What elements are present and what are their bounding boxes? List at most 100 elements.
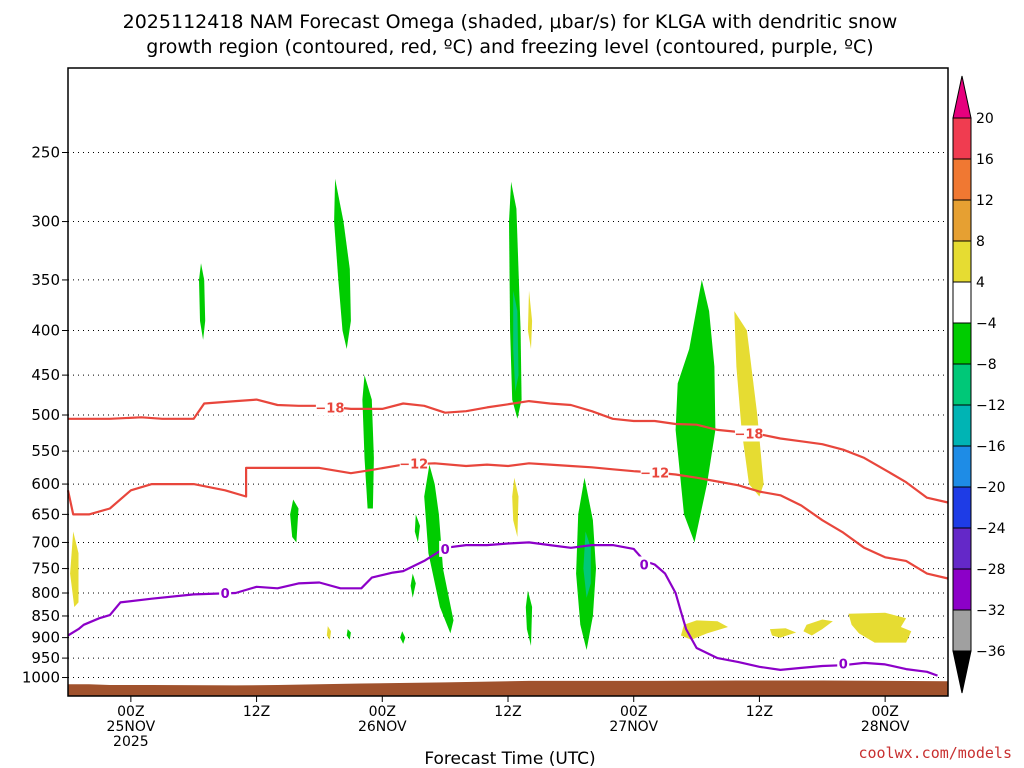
colorbar-segment-10 xyxy=(952,527,972,570)
omega-region-7 xyxy=(290,499,299,543)
colorbar-top-arrow xyxy=(952,75,972,119)
contour-label-bg-5 xyxy=(439,540,452,557)
omega-region-11 xyxy=(346,629,351,640)
x-tick-label-2-1: 26NOV xyxy=(358,719,407,735)
chart-title-line2: growth region (contoured, red, ºC) and f… xyxy=(146,36,873,58)
contour-line-0 xyxy=(68,398,949,504)
y-tick-label-550: 550 xyxy=(31,442,60,460)
contour-label-bg-2 xyxy=(640,464,669,481)
colorbar-label-8: −16 xyxy=(976,439,1006,455)
colorbar-segment-0 xyxy=(952,117,972,160)
omega-region-13 xyxy=(513,290,519,392)
omega-region-12 xyxy=(400,631,406,644)
colorbar-segment-8 xyxy=(952,445,972,488)
y-tick-label-850: 850 xyxy=(31,607,60,625)
y-tick-label-500: 500 xyxy=(31,406,60,424)
colorbar-segment-9 xyxy=(952,486,972,529)
chart-title-line1: 2025112418 NAM Forecast Omega (shaded, μ… xyxy=(123,11,898,33)
y-tick-label-250: 250 xyxy=(31,144,60,162)
contour-label-2: −12 xyxy=(640,467,669,482)
omega-shading xyxy=(70,178,912,650)
y-tick-label-400: 400 xyxy=(31,322,60,340)
y-tick-label-600: 600 xyxy=(31,475,60,493)
y-tick-label-750: 750 xyxy=(31,560,60,578)
colorbar: 20 16 12 8 4 −4 −8 −12 −16 −20 −24 −28 −32 −36 xyxy=(952,75,1006,694)
x-tick-label-0-2: 2025 xyxy=(113,734,149,750)
x-tick-label-3-0: 12Z xyxy=(494,704,521,720)
colorbar-label-10: −24 xyxy=(976,521,1006,537)
colorbar-label-1: 16 xyxy=(976,152,994,168)
colorbar-label-7: −12 xyxy=(976,398,1006,414)
credit-text: coolwx.com/models xyxy=(858,744,1012,762)
y-tick-label-1000: 1000 xyxy=(22,669,60,687)
omega-region-21 xyxy=(769,628,797,638)
y-tick-label-950: 950 xyxy=(31,649,60,667)
x-tick-label-4-1: 27NOV xyxy=(609,719,658,735)
contour-label-1: −12 xyxy=(399,457,428,472)
omega-region-19 xyxy=(326,626,331,640)
contour-label-bg-7 xyxy=(837,655,850,672)
contour-labels: −18 −12 −12 −18 0 0 0 0 xyxy=(219,399,850,673)
colorbar-segment-4 xyxy=(952,281,972,324)
x-tick-label-6-0: 00Z xyxy=(871,704,898,720)
ground-area xyxy=(68,680,948,696)
contour-label-5: 0 xyxy=(441,543,450,558)
omega-region-10 xyxy=(525,590,533,646)
colorbar-segment-5 xyxy=(952,322,972,365)
omega-region-1 xyxy=(334,178,351,349)
colorbar-segment-6 xyxy=(952,363,972,406)
y-tick-label-700: 700 xyxy=(31,533,60,551)
contour-label-0: −18 xyxy=(315,401,344,416)
colorbar-label-6: −8 xyxy=(976,357,997,373)
contour-label-3: −18 xyxy=(734,427,763,442)
y-axis: 250 300 350 400 450 500 550 600 650 700 750 800 850 9… xyxy=(22,144,68,687)
contour-label-4: 0 xyxy=(221,587,230,602)
omega-region-17 xyxy=(734,311,764,497)
x-axis-label: Forecast Time (UTC) xyxy=(424,749,595,768)
x-tick-label-5-0: 12Z xyxy=(746,704,773,720)
contour-label-bg-3 xyxy=(734,425,763,442)
omega-region-16 xyxy=(512,477,519,537)
colorbar-segment-7 xyxy=(952,404,972,447)
contour-line-1 xyxy=(66,462,949,580)
omega-region-18 xyxy=(70,531,79,607)
colorbar-label-0: 20 xyxy=(976,111,994,127)
colorbar-label-3: 8 xyxy=(976,234,985,250)
colorbar-label-11: −28 xyxy=(976,562,1006,578)
title: 2025112418 NAM Forecast Omega (shaded, μ… xyxy=(123,11,898,58)
x-tick-label-0-1: 25NOV xyxy=(107,719,156,735)
y-tick-label-350: 350 xyxy=(31,271,60,289)
colorbar-segment-2 xyxy=(952,199,972,242)
contour-label-bg-6 xyxy=(638,556,651,573)
y-tick-label-300: 300 xyxy=(31,213,60,231)
colorbar-label-2: 12 xyxy=(976,193,994,209)
y-tick-label-450: 450 xyxy=(31,366,60,384)
omega-region-9 xyxy=(410,573,416,598)
omega-region-20 xyxy=(680,620,728,640)
omega-region-8 xyxy=(414,514,420,543)
colorbar-segment-11 xyxy=(952,568,972,611)
contour-label-bg-0 xyxy=(315,399,344,416)
omega-region-0 xyxy=(199,263,206,340)
contour-label-6: 0 xyxy=(640,559,649,574)
ground-fill xyxy=(68,680,948,696)
colorbar-label-12: −32 xyxy=(976,603,1006,619)
y-tick-label-900: 900 xyxy=(31,629,60,647)
colorbar-segment-12 xyxy=(952,609,972,652)
omega-region-23 xyxy=(848,612,912,643)
colorbar-label-9: −20 xyxy=(976,480,1006,496)
omega-region-5 xyxy=(424,464,454,634)
omega-region-15 xyxy=(527,290,533,349)
x-tick-label-2-0: 00Z xyxy=(369,704,396,720)
colorbar-label-4: 4 xyxy=(976,275,985,291)
x-tick-label-6-1: 28NOV xyxy=(861,719,910,735)
omega-region-22 xyxy=(803,619,833,636)
y-tick-label-650: 650 xyxy=(31,505,60,523)
x-tick-label-0-0: 00Z xyxy=(117,704,144,720)
omega-region-3 xyxy=(509,181,522,419)
plot-area xyxy=(68,68,948,696)
colorbar-label-5: −4 xyxy=(976,316,997,332)
x-tick-label-1-0: 12Z xyxy=(243,704,270,720)
